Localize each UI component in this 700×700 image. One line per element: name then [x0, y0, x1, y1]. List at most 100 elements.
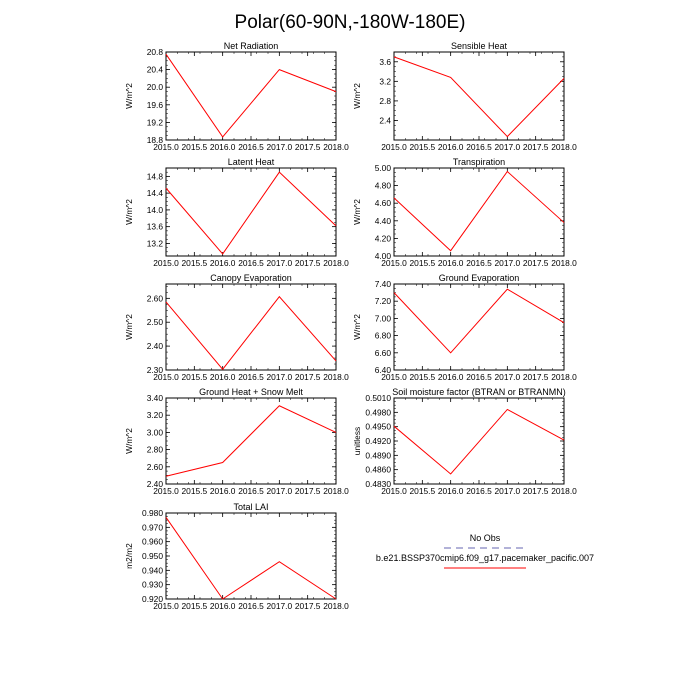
y-axis-label: W/m^2 — [124, 199, 134, 225]
x-tick-label: 2016.0 — [438, 372, 464, 382]
x-tick-label: 2018.0 — [551, 486, 577, 496]
panel-grid: 2015.0 2015.5 2016.0 2016.5 2017.0 2017.5 2018… — [124, 41, 577, 611]
y-tick-label: 4.00 — [375, 251, 392, 261]
x-tick-label: 2015.5 — [182, 142, 208, 152]
x-tick-label: 2016.0 — [210, 601, 236, 611]
x-tick-label: 2015.0 — [381, 486, 407, 496]
y-tick-label: 6.80 — [375, 331, 392, 341]
x-tick-label: 2015.5 — [182, 486, 208, 496]
y-axis-label: unitless — [352, 427, 362, 455]
y-axis-label: W/m^2 — [352, 199, 362, 225]
series-line — [393, 288, 565, 354]
x-tick-label: 2016.0 — [210, 372, 236, 382]
x-tick-label: 2016.5 — [238, 258, 264, 268]
panel-7: 2015.0 2015.5 2016.0 2016.5 2017.0 2017.5 2018… — [124, 387, 349, 496]
y-tick-label: 0.920 — [142, 594, 163, 604]
legend-label-model: b.e21.BSSP370cmip6.f09_g17.pacemaker_pac… — [376, 553, 594, 563]
y-tick-label: 19.2 — [147, 117, 164, 127]
y-tick-label: 0.950 — [142, 551, 163, 561]
plot-frame — [165, 167, 337, 257]
x-tick-label: 2017.5 — [523, 142, 549, 152]
legend: No Obs b.e21.BSSP370cmip6.f09_g17.pacemak… — [376, 533, 594, 569]
x-tick-label: 2017.0 — [267, 372, 293, 382]
x-tick-label: 2015.0 — [153, 486, 179, 496]
x-tick-label: 2016.5 — [238, 601, 264, 611]
y-tick-label: 13.2 — [147, 238, 164, 248]
page-title: Polar(60-90N,-180W-180E) — [235, 12, 466, 33]
x-tick-label: 2015.0 — [381, 142, 407, 152]
panel-9: 2015.0 2015.5 2016.0 2016.5 2017.0 2017.5 2018… — [124, 502, 349, 611]
panel-title: Canopy Evaporation — [210, 273, 292, 283]
x-tick-label: 2017.5 — [295, 486, 321, 496]
x-tick-label: 2016.0 — [438, 486, 464, 496]
series-line — [165, 295, 337, 371]
x-tick-label: 2017.5 — [523, 372, 549, 382]
panel-1: 2015.0 2015.5 2016.0 2016.5 2017.0 2017.5 2018… — [124, 41, 349, 152]
y-tick-label: 4.60 — [375, 198, 392, 208]
x-tick-label: 2015.0 — [153, 258, 179, 268]
plot-frame — [165, 397, 337, 485]
x-tick-label: 2015.5 — [182, 258, 208, 268]
y-tick-label: 4.80 — [375, 181, 392, 191]
y-tick-label: 3.6 — [379, 57, 391, 67]
x-tick-label: 2016.5 — [238, 486, 264, 496]
x-tick-label: 2018.0 — [551, 142, 577, 152]
y-tick-label: 20.0 — [147, 82, 164, 92]
y-tick-label: 4.40 — [375, 216, 392, 226]
x-tick-label: 2017.0 — [495, 142, 521, 152]
series-line — [393, 56, 565, 138]
y-tick-label: 2.8 — [379, 96, 391, 106]
x-tick-label: 2016.5 — [466, 142, 492, 152]
y-tick-label: 6.60 — [375, 348, 392, 358]
y-tick-label: 0.940 — [142, 565, 163, 575]
x-tick-label: 2015.0 — [153, 372, 179, 382]
plot-frame — [393, 51, 565, 141]
y-tick-label: 0.4830 — [365, 479, 391, 489]
y-tick-label: 2.60 — [147, 293, 164, 303]
panel-title: Net Radiation — [224, 41, 279, 51]
y-tick-label: 0.4920 — [365, 436, 391, 446]
panel-2: 2015.0 2015.5 2016.0 2016.5 2017.0 2017.5 2018… — [352, 41, 577, 152]
y-tick-label: 2.40 — [147, 479, 164, 489]
y-tick-label: 2.30 — [147, 365, 164, 375]
x-tick-label: 2016.0 — [438, 258, 464, 268]
panel-3: 2015.0 2015.5 2016.0 2016.5 2017.0 2017.5 2018… — [124, 157, 349, 268]
series-line — [165, 53, 337, 138]
y-tick-label: 6.40 — [375, 365, 392, 375]
y-tick-label: 20.8 — [147, 47, 164, 57]
x-tick-label: 2016.0 — [210, 486, 236, 496]
x-tick-label: 2017.0 — [267, 601, 293, 611]
panel-title: Ground Heat + Snow Melt — [199, 387, 303, 397]
y-tick-label: 5.00 — [375, 163, 392, 173]
x-tick-label: 2015.5 — [410, 372, 436, 382]
panel-title: Sensible Heat — [451, 41, 508, 51]
panel-title: Total LAI — [233, 502, 268, 512]
y-tick-label: 3.20 — [147, 410, 164, 420]
series-line — [393, 408, 565, 475]
x-tick-label: 2018.0 — [323, 601, 349, 611]
series-line — [165, 171, 337, 255]
x-tick-label: 2015.5 — [410, 142, 436, 152]
legend-label-obs: No Obs — [470, 533, 501, 543]
x-tick-label: 2017.0 — [495, 486, 521, 496]
plot-frame — [165, 512, 337, 600]
y-tick-label: 0.5010 — [365, 393, 391, 403]
y-tick-label: 3.40 — [147, 393, 164, 403]
y-tick-label: 2.80 — [147, 445, 164, 455]
y-axis-label: W/m^2 — [124, 314, 134, 340]
y-tick-label: 2.50 — [147, 317, 164, 327]
x-tick-label: 2015.0 — [153, 142, 179, 152]
x-tick-label: 2016.0 — [210, 142, 236, 152]
panel-4: 2015.0 2015.5 2016.0 2016.5 2017.0 2017.5 2018… — [352, 157, 577, 268]
y-axis-label: m2/m2 — [124, 543, 134, 569]
y-tick-label: 0.960 — [142, 537, 163, 547]
plot-frame — [165, 283, 337, 371]
x-tick-label: 2016.0 — [210, 258, 236, 268]
x-tick-label: 2018.0 — [323, 486, 349, 496]
x-tick-label: 2017.0 — [267, 486, 293, 496]
x-tick-label: 2016.5 — [238, 142, 264, 152]
y-tick-label: 3.00 — [147, 427, 164, 437]
y-tick-label: 7.40 — [375, 279, 392, 289]
x-tick-label: 2015.0 — [153, 601, 179, 611]
plot-frame — [393, 283, 565, 371]
